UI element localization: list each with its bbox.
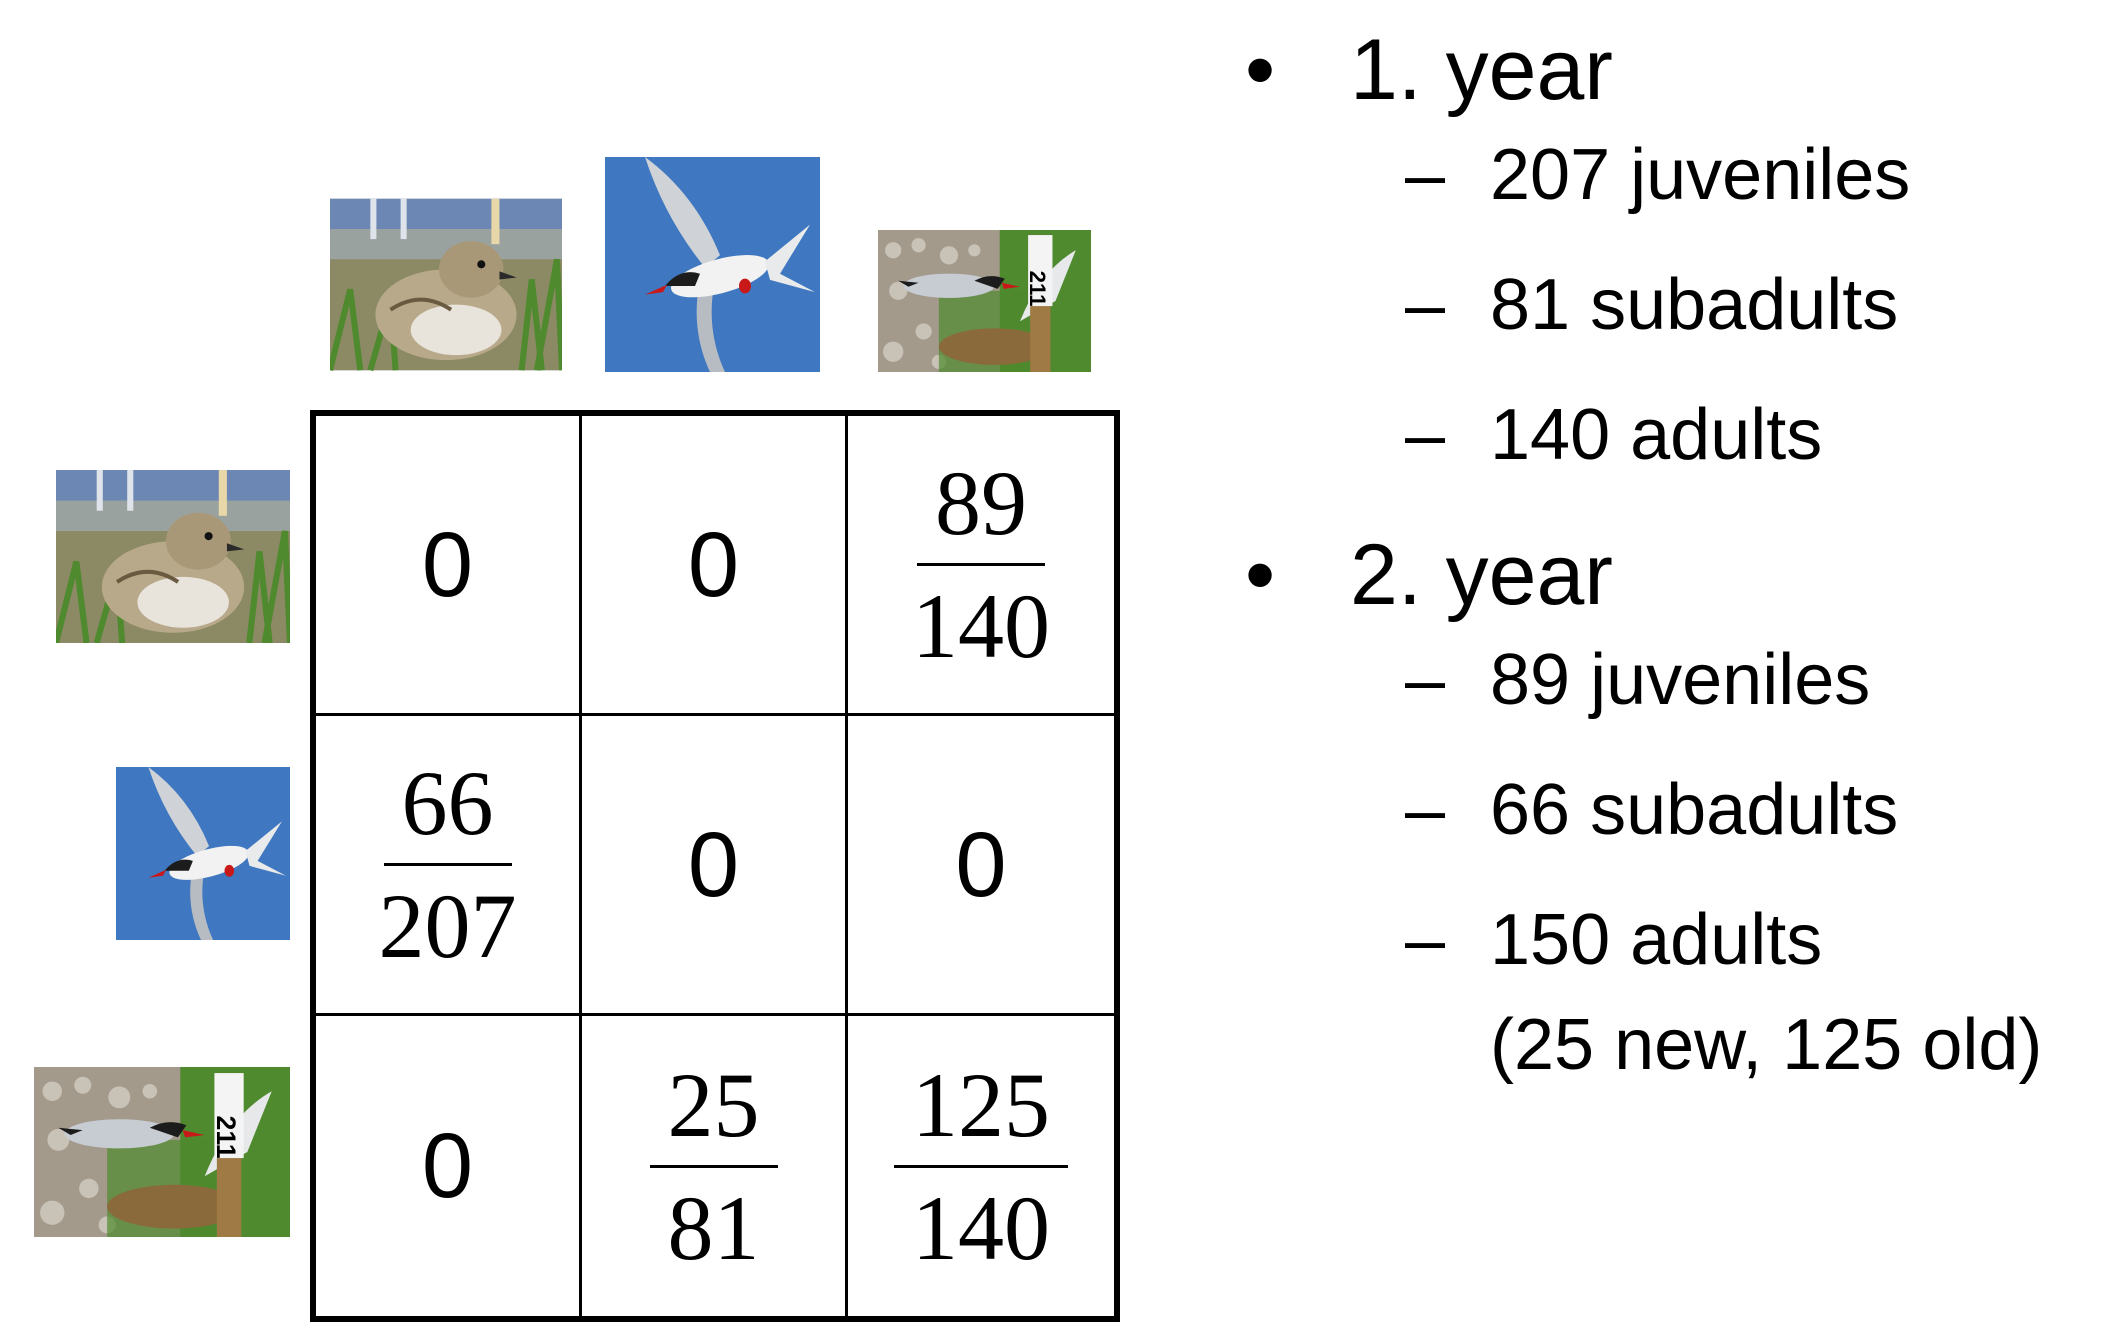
matrix-cell-r3-c2: 25 81 [582,1016,848,1316]
denominator: 81 [667,1176,760,1279]
matrix-cell-r2-c1: 66 207 [316,716,582,1016]
year1-label: 1. year [1350,22,1613,118]
fraction: 125 140 [894,1059,1068,1274]
matrix-cell-r2-c2: 0 [582,716,848,1016]
year1-juveniles: 207 juveniles [1490,135,1911,215]
numerator: 125 [894,1059,1068,1168]
cell-value: 0 [687,513,740,616]
cell-value: 0 [687,813,740,916]
numerator: 25 [649,1059,778,1168]
transition-matrix: 0 0 89 140 66 207 0 0 0 25 81 125 140 [310,410,1120,1322]
cell-value: 0 [421,513,474,616]
numerator: 89 [917,457,1045,566]
year1-subadults: 81 subadults [1490,265,1899,345]
denominator: 140 [912,575,1050,677]
col-header-subadult-photo [605,157,820,372]
marker-label: 211 [211,1116,241,1159]
fraction: 66 207 [361,757,535,972]
matrix-cell-r1-c2: 0 [582,416,848,716]
year2-adults-note: (25 new, 125 old) [1490,1005,2043,1085]
dash-icon: – [1405,265,1446,345]
dash-icon: – [1405,395,1446,475]
year1-adults: 140 adults [1490,395,1823,475]
col-header-juvenile-photo [330,197,562,372]
row-header-juvenile-photo [56,470,290,643]
dash-icon: – [1405,640,1446,720]
matrix-cell-r1-c3: 89 140 [848,416,1114,716]
col-header-adult-photo: 211 [878,230,1091,372]
marker-label: 211 [1025,271,1050,307]
year2-label: 2. year [1350,527,1613,623]
bullet-icon: • [1245,22,1276,118]
year2-subadults: 66 subadults [1490,770,1899,850]
year2-adults: 150 adults [1490,900,1823,980]
row-header-subadult-photo [116,767,290,940]
matrix-cell-r1-c1: 0 [316,416,582,716]
matrix-cell-r3-c3: 125 140 [848,1016,1114,1316]
numerator: 66 [383,757,512,866]
fraction: 89 140 [894,457,1068,672]
denominator: 140 [912,1176,1050,1279]
fraction: 25 81 [649,1059,778,1279]
cell-value: 0 [955,813,1007,916]
matrix-cell-r2-c3: 0 [848,716,1114,1016]
cell-value: 0 [421,1115,474,1217]
denominator: 207 [378,875,517,977]
dash-icon: – [1405,900,1446,980]
year2-juveniles: 89 juveniles [1490,640,1871,720]
dash-icon: – [1405,770,1446,850]
dash-icon: – [1405,135,1446,215]
bullet-icon: • [1245,527,1276,623]
matrix-cell-r3-c1: 0 [316,1016,582,1316]
row-header-adult-photo: 211 [34,1067,290,1237]
